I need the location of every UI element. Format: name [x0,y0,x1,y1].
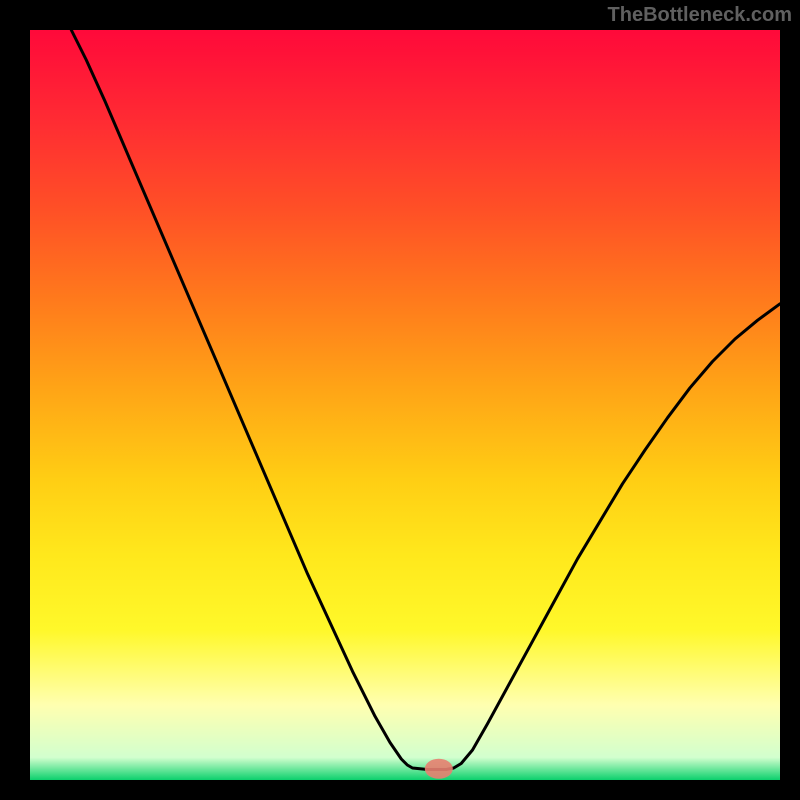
watermark-text: TheBottleneck.com [608,4,792,27]
bottleneck-chart [0,0,800,800]
chart-container: TheBottleneck.com [0,0,800,800]
